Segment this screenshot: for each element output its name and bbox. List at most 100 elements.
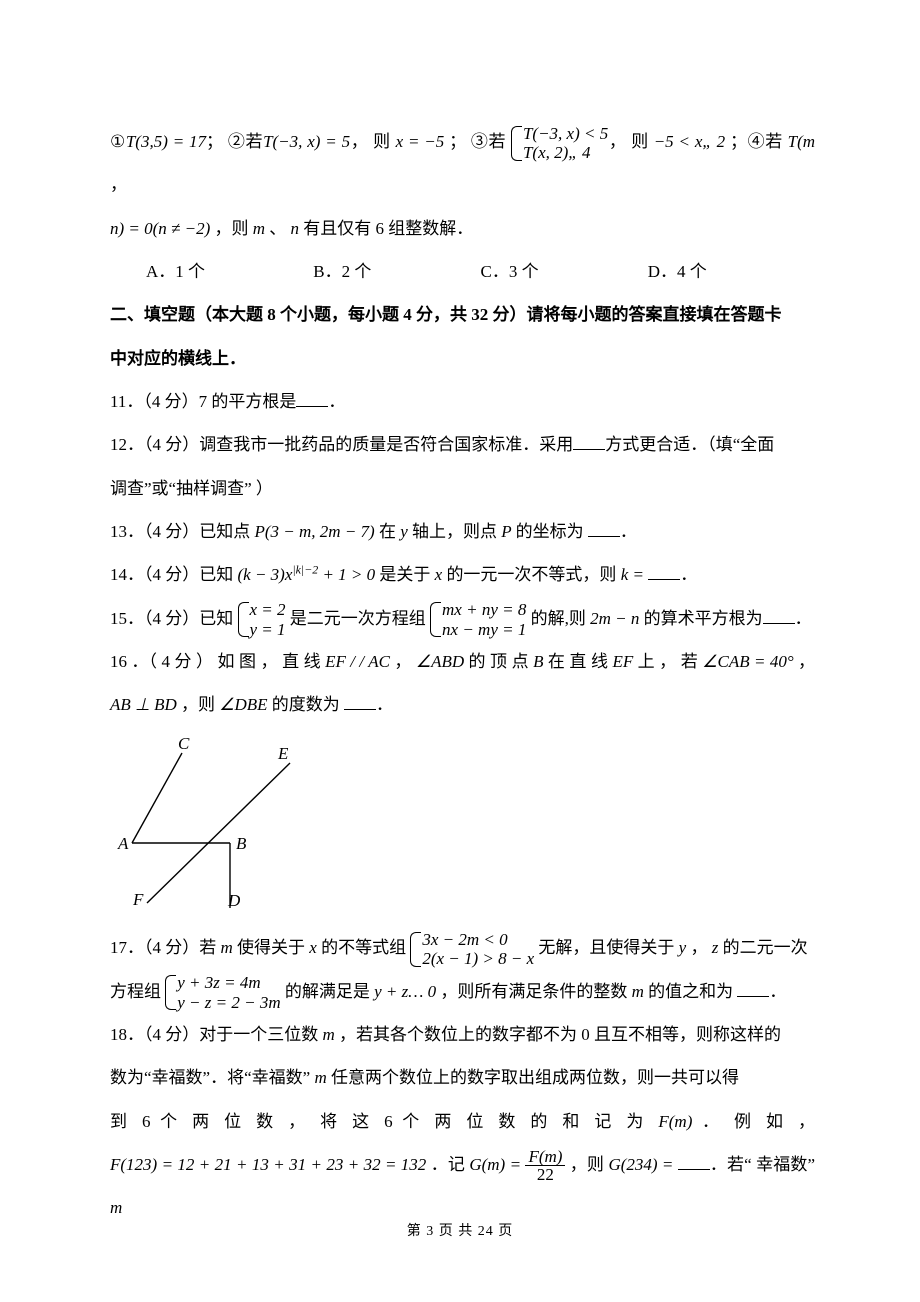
svg-text:A: A [117, 834, 129, 853]
q10-line2: n) = 0(n ≠ −2) ，则 m 、 n 有且仅有 6 组整数解． [110, 207, 815, 250]
math: n [286, 219, 303, 238]
text: ；④若 [730, 132, 783, 151]
math: m [314, 1068, 331, 1087]
math: T(−3, x) = 5 [263, 132, 350, 151]
text: 13．（4 分）已知点 [110, 522, 250, 541]
text: 12．（4 分）调查我市一批药品的质量是否符合国家标准．采用 [110, 435, 573, 454]
q10-choices: A．1 个 B．2 个 C．3 个 D．4 个 [110, 250, 815, 293]
q12-line1: 12．（4 分）调查我市一批药品的质量是否符合国家标准．采用方式更合适．（填“全… [110, 423, 815, 466]
geometry-diagram: ABCEFD [112, 733, 312, 908]
q18-line2: 数为“幸福数”．将“幸福数” m 任意两个数位上的数字取出组成两位数，则一共可以… [110, 1056, 815, 1099]
q10-system3: T(−3, x) < 5 T(x, 2)„ 4 [511, 124, 608, 163]
q18-line1: 18．（4 分）对于一个三位数 m ，若其各个数位上的数字都不为 0 且互不相等… [110, 1013, 815, 1056]
q15: 15．（4 分）已知 x = 2 y = 1 是二元一次方程组 mx + ny … [110, 597, 815, 640]
blank [763, 608, 795, 623]
math: F(m) [649, 1112, 702, 1131]
math: m [627, 982, 648, 1001]
math: x [430, 565, 446, 584]
text: ； ③若 [449, 132, 506, 151]
section2-title-1: 二、填空题（本大题 8 个小题，每小题 4 分，共 32 分）请将每小题的答案直… [110, 293, 815, 336]
row: y − z = 2 − 3m [177, 993, 280, 1012]
q16-line2: AB ⊥ BD ，则 ∠DBE 的度数为 ． [110, 683, 815, 726]
fraction: F(m)22 [525, 1148, 565, 1185]
text: 11．（4 分）7 的平方根是 [110, 392, 296, 411]
q18-line3: 到 6 个 两 位 数 ， 将 这 6 个 两 位 数 的 和 记 为 F(m)… [110, 1100, 815, 1143]
page: ①T(3,5) = 17； ②若T(−3, x) = 5， 则 x = −5 ；… [0, 0, 920, 1302]
exp: |k|−2 [292, 563, 318, 577]
page-footer: 第 3 页 共 24 页 [0, 1214, 920, 1250]
row: T(−3, x) < 5 [523, 124, 608, 143]
math: m [216, 938, 237, 957]
math: z [707, 938, 722, 957]
text: ， 则 [608, 132, 649, 151]
math: + 1 > 0 [318, 565, 379, 584]
math: y [396, 522, 412, 541]
math: G(234) = [604, 1155, 678, 1174]
text: 有且仅有 6 组整数解． [303, 219, 473, 238]
text: ； ②若 [206, 132, 263, 151]
choice-d: D．4 个 [648, 250, 815, 293]
q11: 11．（4 分）7 的平方根是． [110, 380, 815, 423]
text: 的不等式组 [321, 938, 406, 957]
text: 使得关于 [237, 938, 305, 957]
svg-text:F: F [132, 890, 144, 908]
math: T(3,5) = 17 [126, 132, 206, 151]
q16-figure: ABCEFD [112, 733, 815, 924]
math: B [529, 652, 548, 671]
svg-text:B: B [236, 834, 247, 853]
text: 是关于 [379, 565, 430, 584]
text: ，若其各个数位上的数字都不为 0 且互不相等，则称这样的 [339, 1025, 781, 1044]
math: AB ⊥ BD [110, 695, 181, 714]
text: 上 ， 若 [638, 652, 698, 671]
text: 方程组 [110, 982, 161, 1001]
blank [344, 695, 376, 710]
svg-text:C: C [178, 734, 190, 753]
blank [737, 981, 769, 996]
math: k = [616, 565, 648, 584]
q16-line1: 16 ．（ 4 分 ） 如 图 ， 直 线 EF / / AC ， ∠ABD 的… [110, 640, 815, 683]
choice-a: A．1 个 [146, 250, 313, 293]
math: y [674, 938, 690, 957]
q17-line1: 17．（4 分）若 m 使得关于 x 的不等式组 3x − 2m < 0 2(x… [110, 926, 815, 969]
math: (k − 3)x [233, 565, 292, 584]
text: ， 则 [350, 132, 391, 151]
text: 16 ．（ 4 分 ） 如 图 ， 直 线 [110, 652, 321, 671]
text: ． [680, 565, 697, 584]
text: 、 [269, 219, 286, 238]
blank [296, 392, 328, 407]
q14: 14．（4 分）已知 (k − 3)x|k|−2 + 1 > 0 是关于 x 的… [110, 553, 815, 596]
text: ． 例 如 ， [702, 1112, 815, 1131]
text: 的坐标为 [516, 522, 588, 541]
row: mx + ny = 8 [442, 600, 526, 619]
math: m [249, 219, 270, 238]
row: 3x − 2m < 0 [422, 930, 507, 949]
math: EF / / AC [321, 652, 395, 671]
row: x = 2 [250, 600, 286, 619]
text: 到 6 个 两 位 数 ， 将 这 6 个 两 位 数 的 和 记 为 [110, 1112, 649, 1131]
q12-line2: 调查”或“抽样调查” ） [110, 467, 815, 510]
text: 的度数为 [272, 695, 344, 714]
row: nx − my = 1 [442, 620, 526, 639]
math: y + z… 0 [370, 982, 441, 1001]
text: ① [110, 132, 126, 151]
text: 的一元一次不等式，则 [446, 565, 616, 584]
numerator: F(m) [525, 1148, 565, 1166]
text: 轴上，则点 [412, 522, 497, 541]
text: 14．（4 分）已知 [110, 565, 233, 584]
q10-line1: ①T(3,5) = 17； ②若T(−3, x) = 5， 则 x = −5 ；… [110, 120, 815, 207]
row: y = 1 [250, 620, 286, 639]
text: ．记 [431, 1155, 465, 1174]
text: ． [769, 982, 786, 1001]
text: ， [798, 652, 815, 671]
math: P(3 − m, 2m − 7) [250, 522, 379, 541]
text: 的 顶 点 [469, 652, 529, 671]
text: 17．（4 分）若 [110, 938, 216, 957]
choice-c: C．3 个 [481, 250, 648, 293]
text: 任意两个数位上的数字取出组成两位数，则一共可以得 [331, 1068, 739, 1087]
q13: 13．（4 分）已知点 P(3 − m, 2m − 7) 在 y 轴上，则点 P… [110, 510, 815, 553]
text: 的解满足是 [285, 982, 370, 1001]
text: ， [690, 938, 707, 957]
blank [648, 565, 680, 580]
math: x = −5 [391, 132, 449, 151]
section2-title-2: 中对应的横线上． [110, 337, 815, 380]
